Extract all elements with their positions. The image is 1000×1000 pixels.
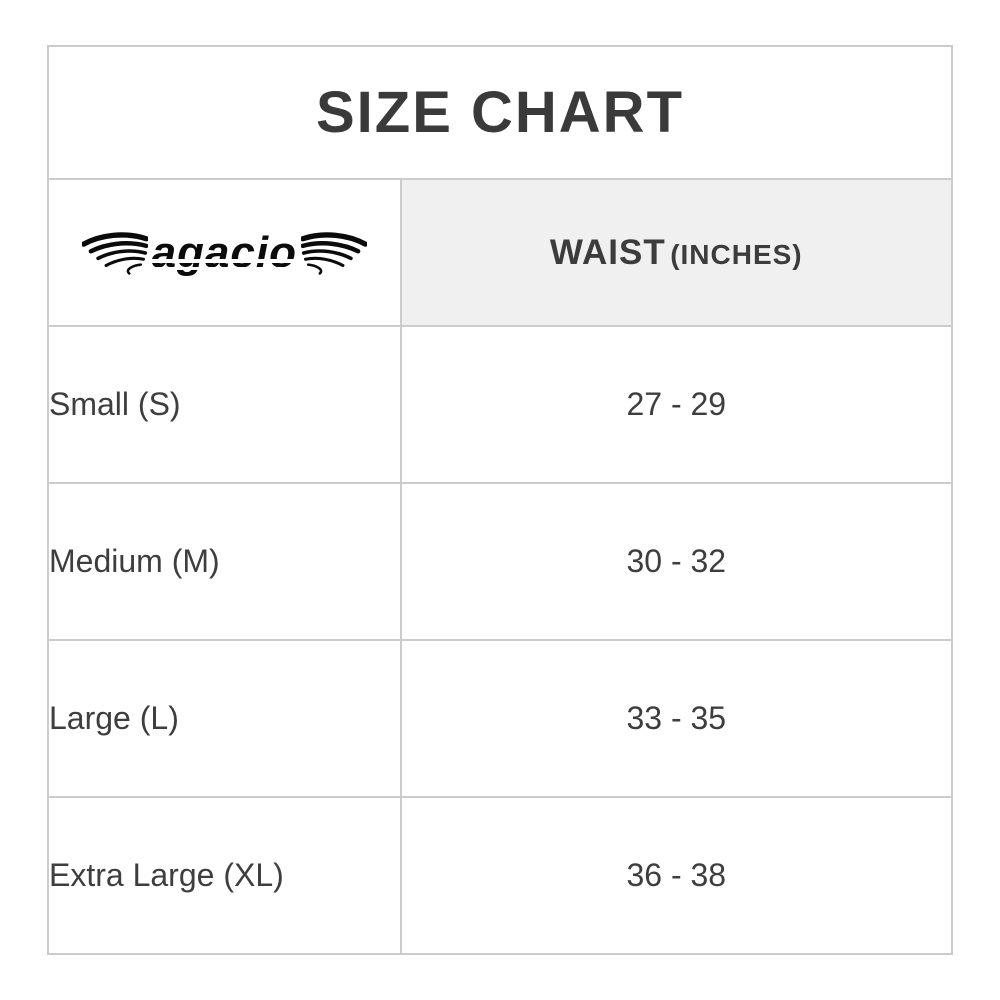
waist-column-header: WAIST (INCHES)	[399, 178, 954, 327]
brand-name-wrap: agacio	[145, 227, 303, 277]
title-row: SIZE CHART	[47, 45, 953, 180]
table-row-large: Large (L) 33 - 35	[47, 639, 954, 798]
table-row-medium: Medium (M) 30 - 32	[47, 482, 954, 641]
size-label: Large (L)	[47, 639, 402, 798]
wing-swoosh-right-icon	[300, 231, 367, 275]
size-label: Small (S)	[47, 325, 402, 484]
table-row-extra-large: Extra Large (XL) 36 - 38	[47, 796, 954, 955]
header-row: agacio WAIST (INCHES)	[47, 178, 954, 327]
waist-value: 30 - 32	[399, 482, 954, 641]
brand-cell: agacio	[47, 178, 402, 327]
agacio-logo: agacio	[49, 180, 400, 325]
waist-value: 33 - 35	[399, 639, 954, 798]
size-chart-table: SIZE CHART agacio	[47, 45, 954, 955]
waist-value: 36 - 38	[399, 796, 954, 955]
waist-header-unit: (INCHES)	[670, 238, 803, 270]
waist-value: 27 - 29	[399, 325, 954, 484]
size-label: Extra Large (XL)	[47, 796, 402, 955]
table-row-small: Small (S) 27 - 29	[47, 325, 954, 484]
wing-swoosh-left-icon	[81, 231, 148, 275]
page-title: SIZE CHART	[47, 45, 953, 180]
size-label: Medium (M)	[47, 482, 402, 641]
waist-header-label: WAIST	[549, 232, 666, 272]
brand-name: agacio	[151, 227, 297, 277]
